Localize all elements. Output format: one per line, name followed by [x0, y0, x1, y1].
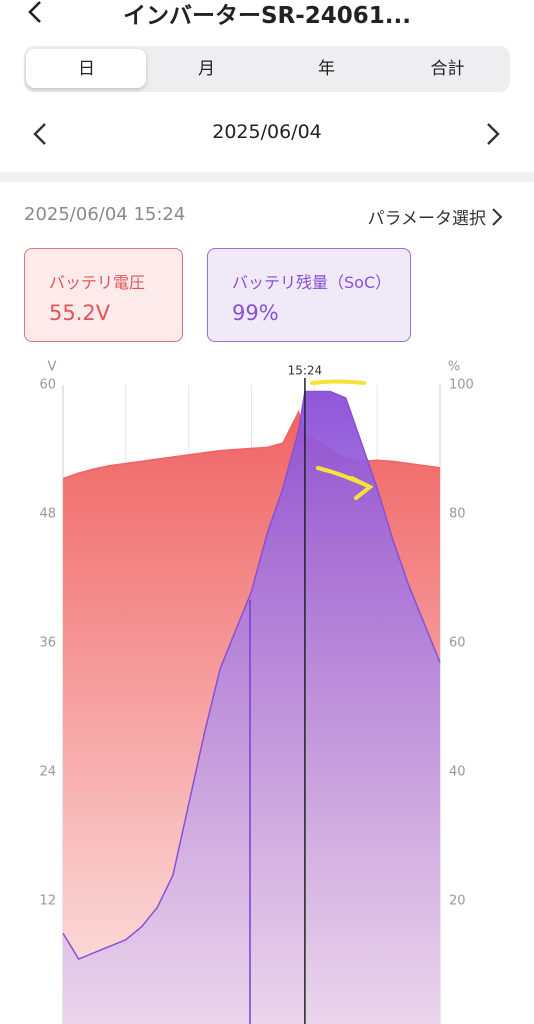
y2-tick-label: 80 — [449, 507, 466, 522]
area — [63, 391, 440, 1024]
soc-card[interactable]: バッテリ残量（SoC） 99% — [207, 248, 411, 342]
prev-date[interactable] — [30, 122, 50, 146]
y2-tick-label: 60 — [449, 636, 466, 651]
tab[interactable]: 合計 — [430, 59, 465, 79]
line — [62, 390, 441, 960]
tab[interactable]: 年 — [318, 59, 335, 79]
y-tick-label: 36 — [39, 636, 56, 651]
card-label: バッテリ電圧 — [49, 273, 146, 292]
tab[interactable]: 月 — [198, 59, 215, 79]
cursor-label: 15:24 — [288, 364, 323, 378]
y-tick-label: 48 — [39, 507, 56, 522]
y2-tick-label: 40 — [449, 765, 466, 780]
y-tick-label: 60 — [39, 378, 56, 393]
card-label: バッテリ残量（SoC） — [232, 273, 392, 292]
param-chevron[interactable] — [490, 207, 504, 227]
y2-tick-label: 20 — [449, 894, 466, 909]
y2-unit: % — [448, 360, 460, 375]
annotation — [310, 379, 366, 385]
date: 2025/06/04 — [212, 121, 322, 143]
y2-tick-label: 100 — [449, 378, 474, 393]
y-tick-label: 12 — [39, 894, 56, 909]
line — [62, 409, 441, 480]
parameter-button[interactable]: パラメータ選択 — [367, 209, 487, 229]
voltage-card[interactable]: バッテリ電圧 55.2V — [24, 248, 183, 342]
annotation — [316, 466, 374, 500]
header-title: インバーターSR-24061... — [122, 3, 412, 29]
tab-bar: 日 月 年 合計 — [24, 46, 510, 92]
divider — [0, 172, 534, 182]
timestamp: 2025/06/04 15:24 — [24, 204, 186, 225]
active-tab-bg — [26, 49, 146, 88]
y-unit: V — [48, 360, 57, 375]
tab[interactable]: 日 — [78, 59, 95, 79]
card-value: 55.2V — [49, 301, 111, 325]
y-tick-label: 24 — [39, 765, 56, 780]
back-button[interactable] — [24, 0, 54, 30]
next-date[interactable] — [483, 122, 503, 146]
chart: V % 12 24 36 48 60 20 40 60 80 100 15:24 — [39, 360, 474, 1024]
card-value: 99% — [232, 301, 279, 325]
